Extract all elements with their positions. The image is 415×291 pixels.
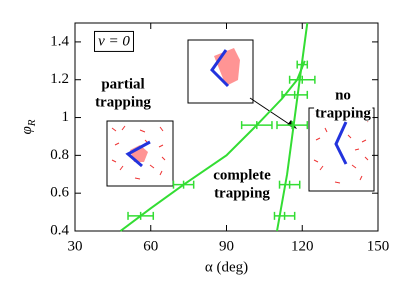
annotation: trapping bbox=[95, 94, 151, 110]
y-tick-label: 0.4 bbox=[50, 222, 69, 238]
y-axis-label: φR bbox=[19, 119, 37, 134]
y-tick-label: 0.8 bbox=[50, 147, 69, 163]
annotation: no bbox=[335, 87, 351, 103]
inset-partial bbox=[106, 120, 174, 187]
y-axis-label-main: φ bbox=[19, 126, 35, 134]
error-bar bbox=[127, 211, 155, 220]
annotation-box bbox=[94, 30, 134, 52]
y-tick-label: 1.4 bbox=[50, 33, 69, 49]
error-bar bbox=[281, 90, 309, 99]
annotation-bg bbox=[314, 105, 373, 122]
x-tick-label: 90 bbox=[219, 238, 234, 254]
annotation: trapping bbox=[214, 185, 270, 201]
error-bar bbox=[276, 121, 309, 130]
y-tick-label: 1 bbox=[62, 109, 70, 125]
y-tick-label: 1.2 bbox=[50, 71, 69, 87]
x-axis-label: α (deg) bbox=[205, 259, 248, 275]
annotation: trapping bbox=[315, 105, 371, 121]
x-tick-label: 120 bbox=[291, 238, 314, 254]
boundary-line bbox=[119, 60, 306, 232]
error-bar bbox=[273, 211, 296, 220]
error-bar bbox=[240, 121, 273, 130]
annotation: complete bbox=[213, 167, 271, 183]
error-bar bbox=[172, 180, 195, 189]
inset-complete bbox=[187, 39, 297, 129]
x-tick-label: 150 bbox=[367, 238, 390, 254]
error-bar bbox=[296, 60, 309, 69]
annotation: partial bbox=[101, 76, 144, 92]
x-tick-label: 30 bbox=[68, 238, 83, 254]
error-bar bbox=[278, 180, 301, 189]
annotation: v = 0 bbox=[98, 33, 130, 49]
y-axis-label-sub: R bbox=[26, 119, 38, 127]
error-bar bbox=[288, 75, 316, 84]
y-tick-label: 0.6 bbox=[50, 185, 69, 201]
x-tick-label: 60 bbox=[143, 238, 158, 254]
